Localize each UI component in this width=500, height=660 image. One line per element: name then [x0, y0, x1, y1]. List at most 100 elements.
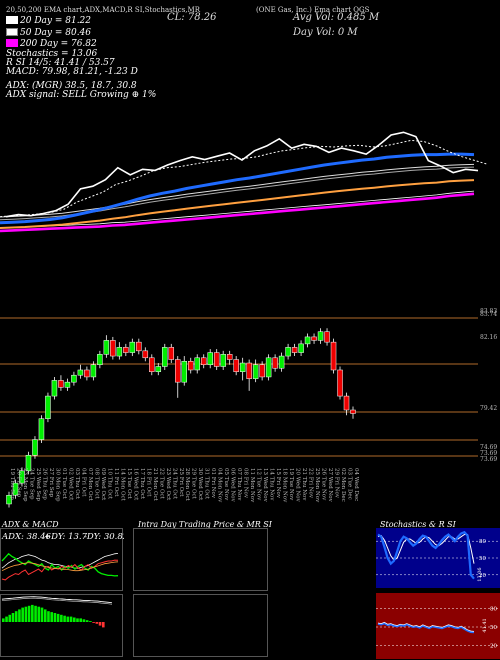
date-tick-label: 18 Fri Oct [145, 468, 151, 497]
ema-200-edge-line [0, 190, 475, 229]
ema-50-line [0, 152, 475, 225]
macd-hist-bar [43, 609, 47, 622]
date-tick-label: 20 Fri Sep [15, 468, 21, 498]
candle-up [317, 331, 324, 341]
macd-hist-bar [79, 618, 83, 622]
macd-hist-bar [27, 605, 31, 622]
candle-up [207, 352, 213, 366]
candle-up [97, 354, 103, 366]
candles [6, 328, 356, 508]
date-tick-label: 23 Mon Sep [22, 468, 28, 502]
candle-up [32, 439, 38, 456]
candle-down [330, 341, 337, 371]
candle-up [252, 364, 259, 379]
legend-50day-label: 50 Day = 80.46 [20, 28, 92, 38]
date-tick-label: 03 Thu Oct [74, 468, 80, 500]
symbol-line: (ONE Gas, Inc.) Ema chart OGS [256, 6, 369, 14]
candle-up [77, 369, 84, 376]
candle-up [162, 347, 168, 367]
date-tick-label: 19 Tue Nov [288, 468, 294, 501]
date-tick-label: 24 Thu Oct [171, 468, 177, 500]
macd-hist-bar [95, 622, 99, 624]
macd-hist-bar [24, 606, 28, 622]
date-tick-label: 30 Mon Sep [54, 468, 60, 502]
candle-down [337, 369, 343, 397]
legend-swatch-20day [6, 16, 18, 24]
minus-di-label: -DY: 30.82 [84, 532, 124, 542]
stoch-tick-label: 50 [479, 556, 486, 562]
stat-rsi: R SI 14/5: 41.41 / 53.57 [6, 58, 115, 68]
date-tick-label: 26 Thu Sep [41, 468, 47, 500]
candle-up [265, 357, 272, 378]
macd-hist-bar [53, 613, 57, 622]
candle-down [142, 350, 149, 359]
candle-down [168, 347, 175, 360]
date-tick-label: 08 Fri Nov [243, 468, 249, 499]
date-axis: 19 Thu Sep 20 Fri Sep 23 Mon Sep 24 Tue Sep… [9, 468, 359, 503]
rsi-last-label: 41.41 [482, 618, 488, 632]
rsi-signal-line [377, 621, 475, 632]
date-tick-label: 27 Fri Sep [48, 468, 54, 498]
date-tick-label: 13 Wed Nov [262, 468, 268, 503]
date-tick-label: 01 Fri Nov [210, 468, 216, 499]
candle-down [123, 347, 129, 353]
day-volume: Day Vol: 0 M [293, 27, 358, 38]
date-tick-label: 25 Wed Sep [35, 468, 41, 501]
candle-down [233, 359, 239, 372]
date-tick-label: 02 Mon Dec [340, 468, 346, 502]
avg-volume: Avg Vol: 0.485 M [293, 12, 380, 23]
ema-100-line [0, 163, 475, 218]
date-tick-label: 31 Thu Oct [204, 468, 210, 500]
date-tick-label: 08 Tue Oct [93, 468, 99, 500]
intraday-panel [133, 528, 268, 657]
adx-line [1, 553, 119, 569]
candle-up [194, 357, 200, 371]
date-tick-label: 21 Thu Nov [301, 468, 307, 501]
price-tick-label: 74.69 [480, 444, 497, 451]
date-tick-label: 04 Mon Nov [217, 468, 223, 503]
candle-down [343, 395, 350, 411]
candle-up [304, 336, 311, 345]
date-tick-label: 10 Thu Oct [106, 468, 112, 500]
stat-stochastics: Stochastics = 13.06 [6, 49, 98, 59]
date-tick-label: 20 Wed Nov [295, 468, 301, 503]
date-tick-label: 16 Wed Oct [132, 468, 138, 501]
legend-swatch-200day [6, 39, 18, 47]
macd-hist-bar [18, 609, 21, 622]
candle-down [200, 357, 207, 366]
candle-up [51, 380, 58, 397]
date-tick-label: 18 Mon Nov [282, 468, 288, 503]
macd-signal-line [1, 597, 113, 605]
candle-up [25, 454, 32, 472]
symbol-ticker: OGS [353, 6, 370, 14]
tabs-text: 20,50,200 EMA chart,ADX,MACD,R SI,Stocha… [6, 6, 200, 14]
candle-down [149, 357, 155, 372]
candle-down [226, 354, 233, 360]
stoch-last-label: 13.06 [477, 567, 483, 581]
stoch-rsi-title: Stochastics & R SI [380, 520, 456, 529]
legend-20day-label: 20 Day = 81.22 [20, 16, 92, 26]
intraday-box-bottom [133, 594, 268, 657]
date-tick-label: 06 Wed Nov [230, 468, 236, 503]
date-tick-label: 02 Wed Oct [67, 468, 73, 501]
candle-down [175, 359, 181, 383]
macd-hist-bar [21, 607, 24, 622]
candle-up [19, 470, 25, 484]
adx-macd-title: ADX & MACD [2, 520, 59, 529]
date-tick-label: 04 Wed Dec [353, 468, 359, 501]
macd-hist-bar [60, 614, 63, 622]
macd-hist-bar [63, 615, 66, 622]
candle-up [90, 364, 97, 378]
price-tick-label: 82.16 [480, 334, 497, 341]
macd-hist-bar [47, 611, 50, 622]
candle-up [298, 343, 304, 353]
legend-200day-label: 200 Day = 76.82 [20, 39, 97, 49]
macd-hist-bar [50, 612, 53, 622]
candle-down [311, 336, 317, 341]
date-tick-label: 17 Thu Oct [139, 468, 145, 500]
candle-up [6, 495, 12, 505]
date-tick-label: 23 Wed Oct [165, 468, 171, 501]
symbol-name: (ONE Gas, Inc.) Ema chart [256, 6, 352, 14]
candle-down [110, 340, 116, 357]
